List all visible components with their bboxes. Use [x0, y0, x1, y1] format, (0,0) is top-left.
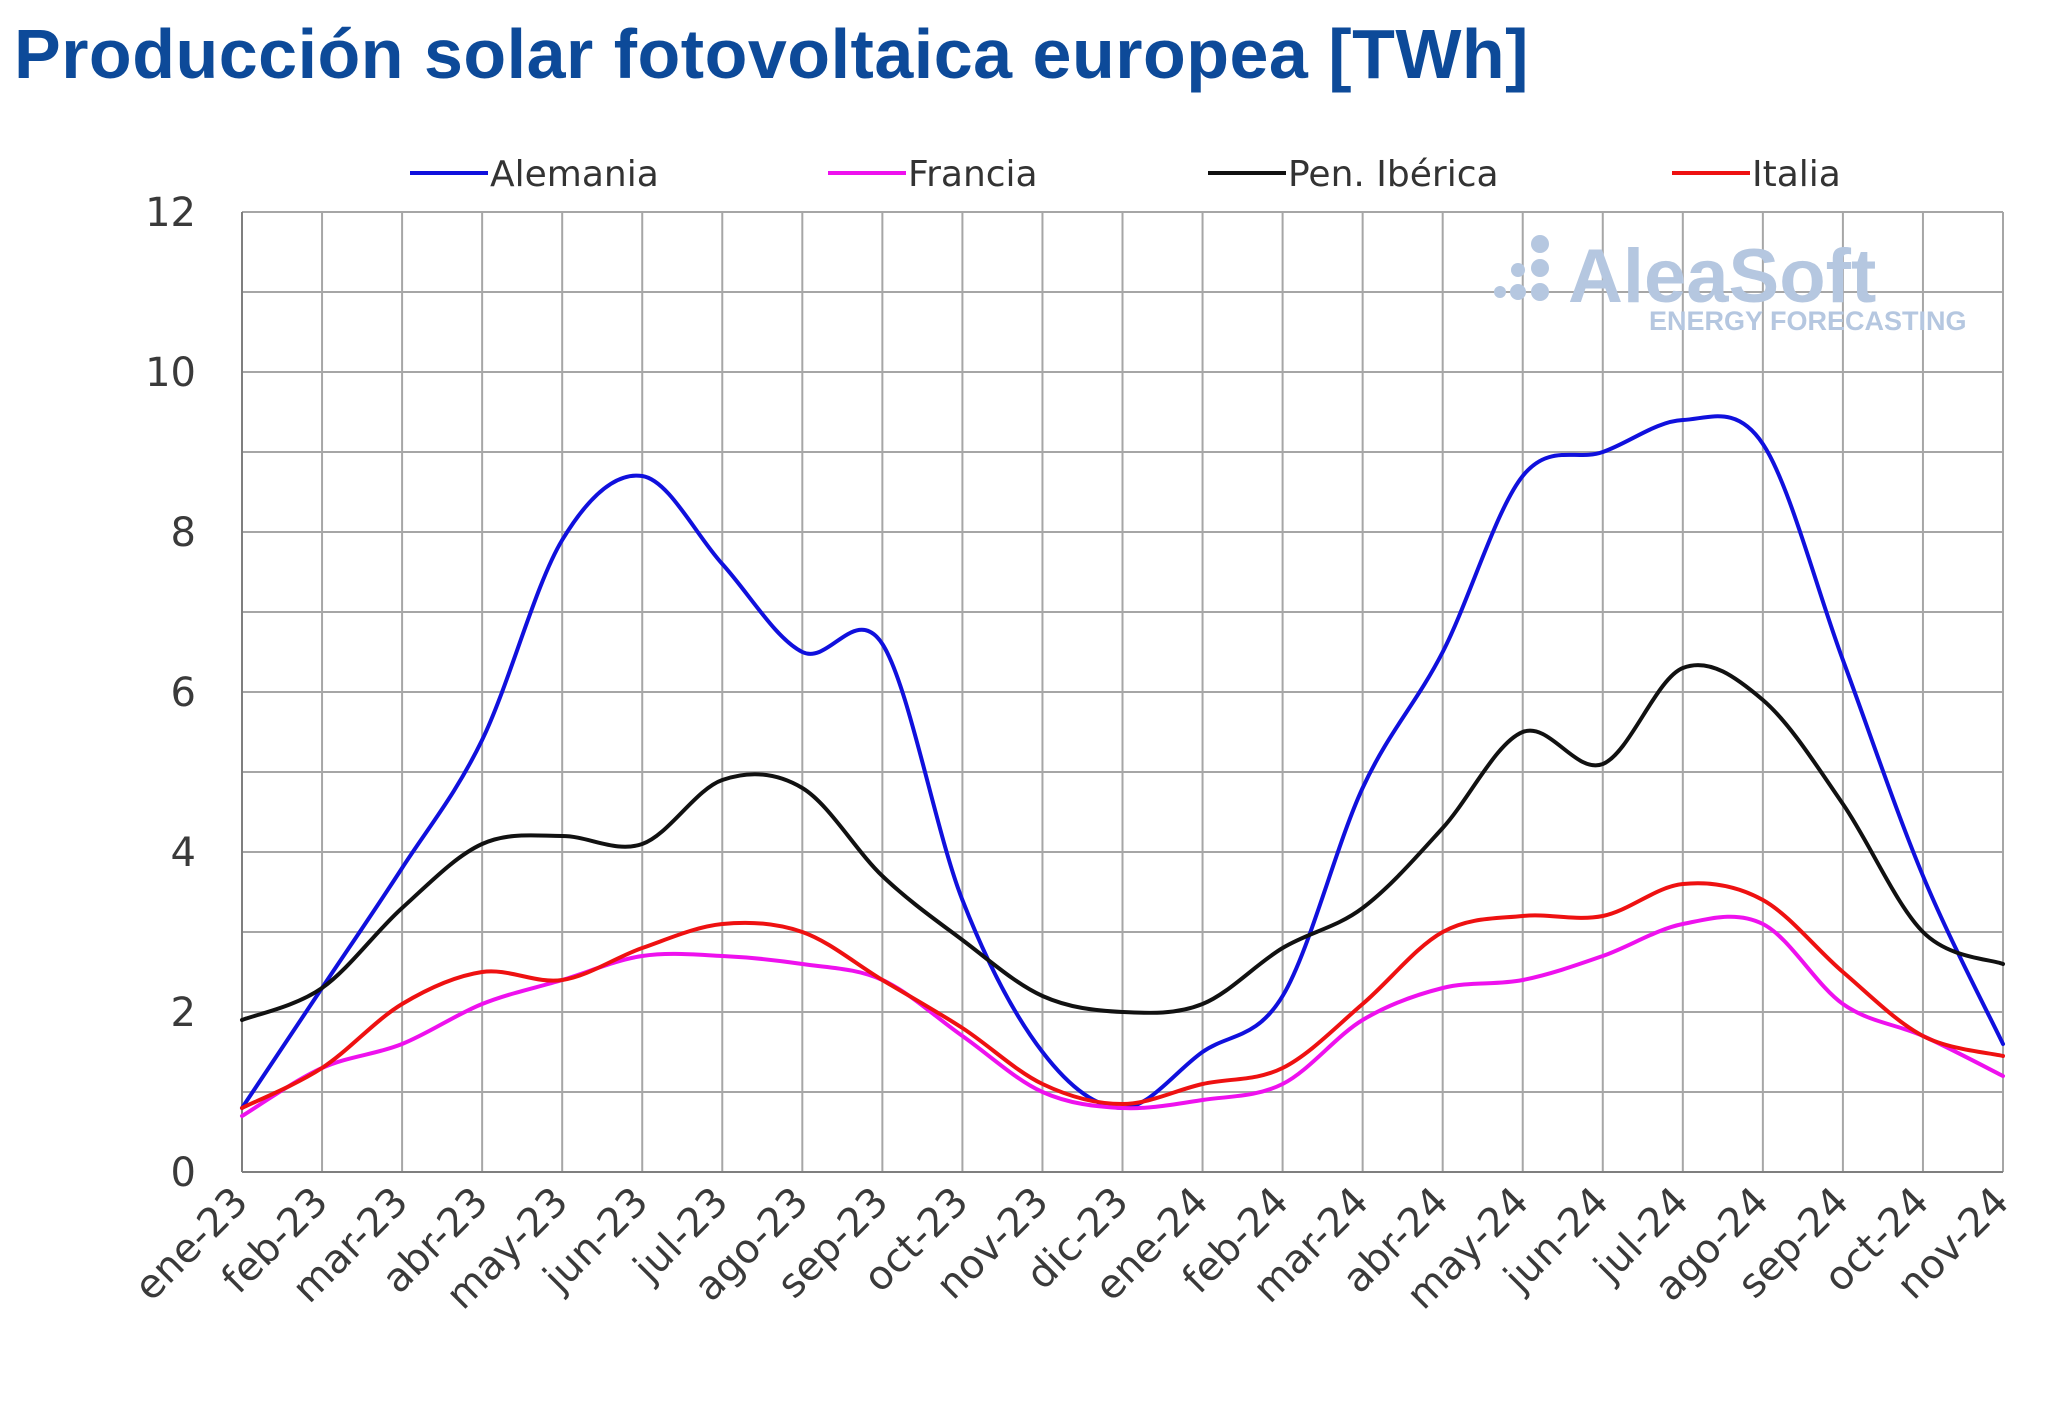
legend-label-francia: Francia [908, 154, 1038, 195]
y-tick-label: 10 [145, 350, 196, 396]
series-line-italia [240, 881, 2005, 1110]
y-tick-label: 12 [145, 190, 196, 236]
series-line-francia [240, 914, 2005, 1118]
watermark-brand: AleaSoft [1568, 234, 1876, 319]
legend-label-alemania: Alemania [490, 154, 659, 195]
y-tick-label: 4 [171, 830, 196, 876]
series-lines [240, 414, 2005, 1118]
aleasoft-logo-dots [1494, 235, 1549, 301]
y-tick-label: 2 [171, 990, 196, 1036]
legend-label-pen-iberica: Pen. Ibérica [1288, 154, 1499, 195]
legend-label-italia: Italia [1752, 154, 1841, 195]
axes [241, 212, 2003, 1173]
legend: Alemania Francia Pen. Ibérica Italia [410, 154, 1841, 195]
grid [241, 211, 2004, 1173]
y-tick-label: 8 [171, 510, 196, 556]
y-tick-label: 0 [171, 1150, 196, 1196]
x-axis-ticks: ene-23feb-23mar-23abr-23may-23jun-23jul-… [126, 1179, 2018, 1319]
series-line-pen-iberica [240, 663, 2005, 1022]
y-tick-label: 6 [171, 670, 196, 716]
chart-title: Producción solar fotovoltaica europea [T… [14, 15, 1529, 93]
aleasoft-watermark: AleaSoft ENERGY FORECASTING [1494, 234, 1967, 336]
watermark-tagline: ENERGY FORECASTING [1649, 306, 1967, 336]
y-axis-ticks: 0 2 4 6 8 10 12 [145, 190, 196, 1196]
